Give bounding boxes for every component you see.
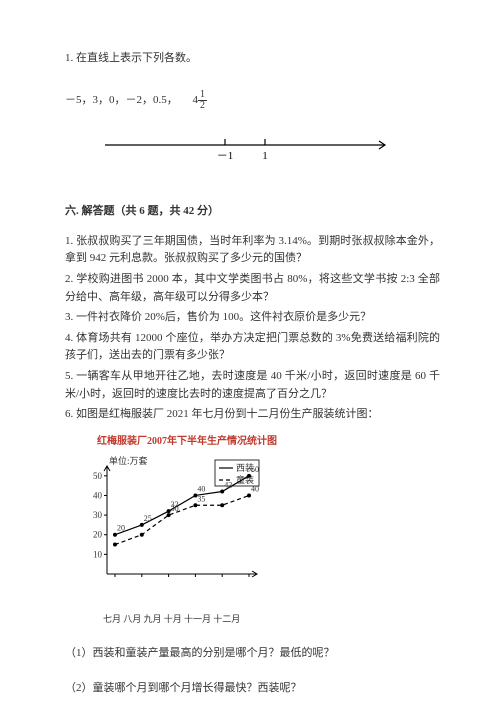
problem-item: 6. 如图是红梅服装厂 2021 年七月份到十二月份生产服装统计图：	[65, 406, 440, 424]
svg-text:－1: －1	[217, 150, 234, 162]
line-chart: 1020304050单位:万套西装童装202532404250303540	[77, 454, 267, 604]
chart-container: 红梅服装厂2007年下半年生产情况统计图 1020304050单位:万套西装童装…	[77, 434, 440, 627]
mixed-num: 1	[198, 90, 207, 101]
svg-text:40: 40	[93, 490, 103, 500]
svg-text:1: 1	[262, 150, 268, 162]
svg-text:40: 40	[251, 484, 259, 493]
sub-question-2: （2）童装哪个月到哪个月增长得最快？西装呢？	[65, 680, 440, 698]
problem-item: 4. 体育场共有 12000 个座位，举办方决定把门票总数的 3%免费送给福利院…	[65, 330, 440, 365]
svg-text:童装: 童装	[236, 474, 254, 485]
section6-title: 六. 解答题（共 6 题，共 42 分）	[65, 203, 440, 221]
number-line-svg: －1 1	[95, 129, 395, 169]
problem-item: 5. 一辆客车从甲地开往乙地，去时速度是 40 千米/小时，返回时速度是 60 …	[65, 368, 440, 403]
svg-text:25: 25	[144, 514, 152, 523]
mixed-den: 2	[198, 101, 207, 111]
svg-text:30: 30	[93, 510, 103, 520]
problem-item: 3. 一件衬衣降价 20%后，售价为 100。这件衬衣原价是多少元？	[65, 309, 440, 327]
problem-item: 2. 学校购进图书 2000 本，其中文学类图书占 80%，将这些文学书按 2:…	[65, 271, 440, 306]
sub-question-1: （1）西装和童装产量最高的分别是哪个月？最低的呢？	[65, 645, 440, 663]
chart-title: 红梅服装厂2007年下半年生产情况统计图	[97, 434, 440, 450]
q1-text: 1. 在直线上表示下列各数。	[65, 50, 440, 68]
svg-text:40: 40	[197, 484, 205, 493]
svg-text:42: 42	[224, 480, 232, 489]
svg-text:20: 20	[93, 529, 103, 539]
svg-text:10: 10	[93, 549, 103, 559]
mixed-fraction: 412	[193, 90, 208, 111]
svg-text:50: 50	[93, 471, 103, 481]
svg-text:50: 50	[251, 465, 259, 474]
svg-text:35: 35	[197, 494, 205, 503]
svg-text:单位:万套: 单位:万套	[109, 455, 148, 466]
chart-x-labels: 七月 八月 九月 十月 十一月 十二月	[103, 612, 440, 626]
problem-item: 1. 张叔叔购买了三年期国债，当时年利率为 3.14%。到期时张叔叔除本金外，拿…	[65, 233, 440, 268]
svg-text:30: 30	[171, 504, 179, 513]
number-line: －1 1	[95, 129, 440, 176]
problems-list: 1. 张叔叔购买了三年期国债，当时年利率为 3.14%。到期时张叔叔除本金外，拿…	[65, 233, 440, 424]
q1-numbers-row: －5，3，0，－2，0.5， 412	[65, 90, 440, 111]
svg-text:20: 20	[117, 523, 125, 532]
q1-numbers: －5，3，0，－2，0.5，	[65, 94, 178, 106]
